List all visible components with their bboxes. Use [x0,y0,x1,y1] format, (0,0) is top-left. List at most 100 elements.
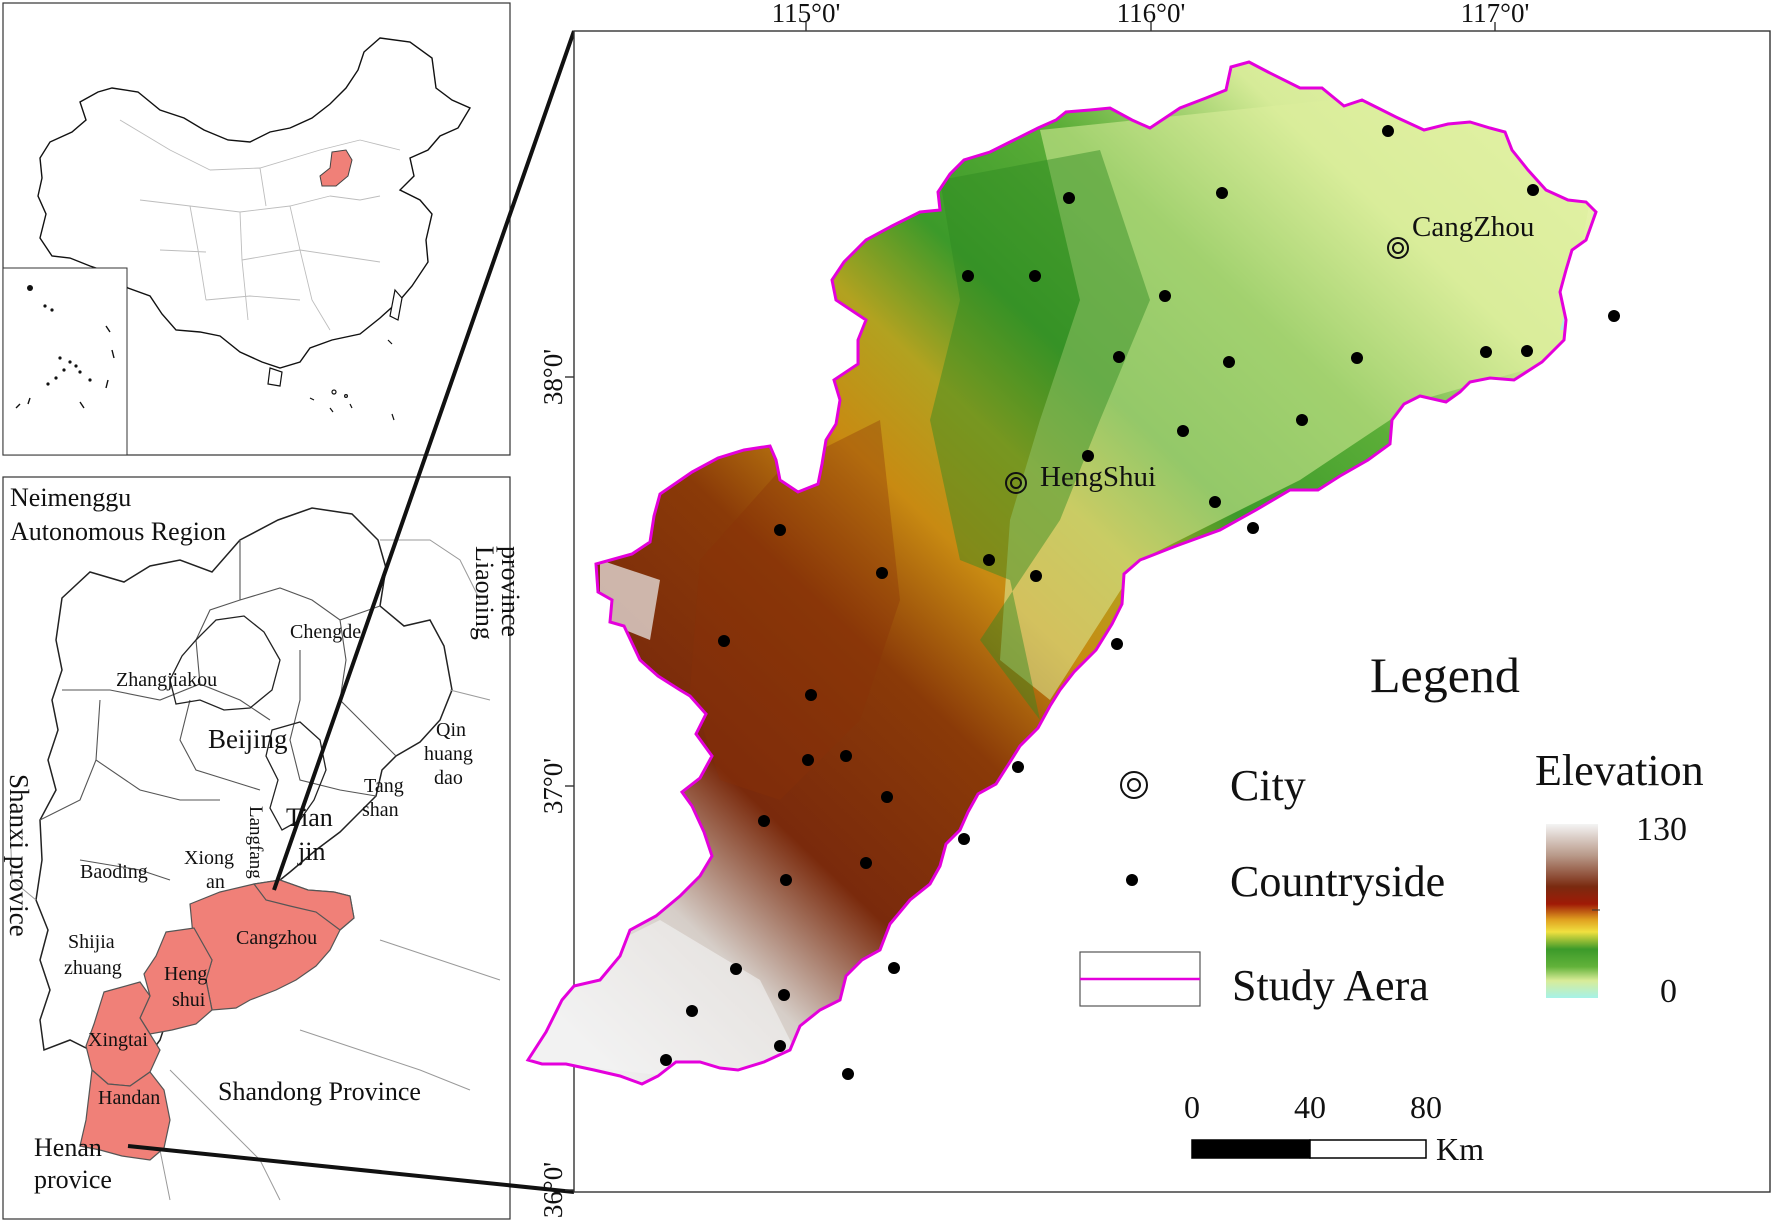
countryside-point [660,1054,672,1066]
label-zhangjiakou: Zhangjiakou [116,669,217,691]
tick-lon-117: 117°0' [1461,0,1530,28]
countryside-point [730,963,742,975]
label-handan: Handan [98,1087,160,1109]
label-langfang: Langfang [245,806,266,879]
label-liaoning-1: Liaoning [470,546,499,640]
countryside-point [881,791,893,803]
label-henan-1: Henan [34,1133,102,1162]
countryside-point [686,1005,698,1017]
legend-city-symbol-inner [1127,778,1141,792]
label-xingtai: Xingtai [88,1029,148,1051]
countryside-point [1296,414,1308,426]
inset-china [2,2,511,456]
hebei-labels: Neimenggu Autonomous Region Liaoning pro… [4,483,525,1194]
label-qinhuangdao-1: Qin [436,719,466,741]
countryside-point [802,754,814,766]
city-label-cangzhou: CangZhou [1412,211,1534,243]
label-qinhuangdao-2: huang [424,743,473,765]
tick-lat-36: 36°0' [538,1162,568,1218]
legend-countryside-symbol [1126,874,1138,886]
city-symbol-outer [1387,237,1409,259]
label-hengshui-1: Heng [164,963,207,985]
label-hengshui-2: shui [172,989,206,1011]
label-shanxi: Shanxi provice [4,774,34,937]
legend-title: Legend [1370,647,1520,703]
countryside-point [958,833,970,845]
label-beijing: Beijing [208,724,288,754]
countryside-point [778,989,790,1001]
main-map: 115°0' 116°0' 117°0' 38°0' 37°0' 36°0' [525,0,1771,1218]
countryside-point [1209,496,1221,508]
countryside-point [1030,570,1042,582]
label-neimenggu-1: Neimenggu [10,483,131,512]
countryside-point [1113,351,1125,363]
map-ticks [565,22,1496,1191]
countryside-point [758,815,770,827]
label-xiongan-2: an [206,871,225,893]
legend-elevation-title: Elevation [1535,746,1704,795]
scale-tick-80: 80 [1410,1089,1442,1125]
coast-islets [309,339,395,421]
taiwan-island [389,288,403,321]
countryside-point [1082,450,1094,462]
china-outline [37,37,472,369]
beijing-border [169,615,281,711]
label-qinhuangdao-3: dao [434,767,463,789]
countryside-point [860,857,872,869]
countryside-point [1029,270,1041,282]
legend-city-label: City [1230,761,1306,810]
countryside-points [660,125,1620,1080]
south-sea-inset [2,267,128,456]
inset-hebei-frame [2,476,511,1220]
label-henan-2: provice [34,1165,112,1194]
legend: Legend City Countryside Study Aera Eleva… [1079,647,1704,1010]
countryside-point [1177,425,1189,437]
countryside-point [1521,345,1533,357]
city-cangzhou: CangZhou [1387,211,1534,259]
countryside-point [1382,125,1394,137]
china-highlight-hebei [319,149,353,187]
countryside-point [1247,522,1259,534]
countryside-point [805,689,817,701]
label-chengde: Chengde [290,621,361,643]
label-neimenggu-2: Autonomous Region [10,517,226,546]
top-tick-labels: 115°0' 116°0' 117°0' [772,0,1530,28]
countryside-point [774,1040,786,1052]
scale-segment-black [1191,1139,1311,1159]
countryside-point [840,750,852,762]
countryside-point [1159,290,1171,302]
label-tangshan-1: Tang [364,775,404,797]
label-shandong: Shandong Province [218,1077,421,1106]
countryside-point [962,270,974,282]
label-tangshan-2: shan [362,799,399,821]
legend-elevation-min: 0 [1660,973,1677,1010]
tick-lat-38: 38°0' [538,349,568,405]
legend-city-symbol-outer [1120,771,1148,799]
countryside-point [1608,310,1620,322]
countryside-point [888,962,900,974]
legend-elevation-max: 130 [1636,811,1687,848]
label-liaoning-2: province [496,546,525,637]
label-shijiazhuang-1: Shijia [68,931,115,953]
china-province-borders [119,119,401,331]
zoom-connector-lines [127,30,576,1194]
highlight-east [252,879,355,931]
neighbor-borders [9,539,501,1201]
hainan-island [267,367,283,387]
city-symbol-inner [1392,242,1404,254]
study-area-outline [525,60,1598,1086]
city-symbol-inner [1010,477,1022,489]
label-shijiazhuang-2: zhuang [64,957,122,979]
city-symbol-outer [1005,472,1027,494]
scale-unit: Km [1436,1131,1484,1167]
countryside-point [774,524,786,536]
tick-lon-115: 115°0' [772,0,841,28]
tick-lon-116: 116°0' [1117,0,1186,28]
countryside-point [780,874,792,886]
inset-hebei: Neimenggu Autonomous Region Liaoning pro… [2,476,525,1220]
scale-bar: 0 40 80 Km [1184,1089,1484,1167]
legend-countryside-label: Countryside [1230,857,1445,906]
countryside-point [1111,638,1123,650]
tick-lat-37: 37°0' [538,758,568,814]
